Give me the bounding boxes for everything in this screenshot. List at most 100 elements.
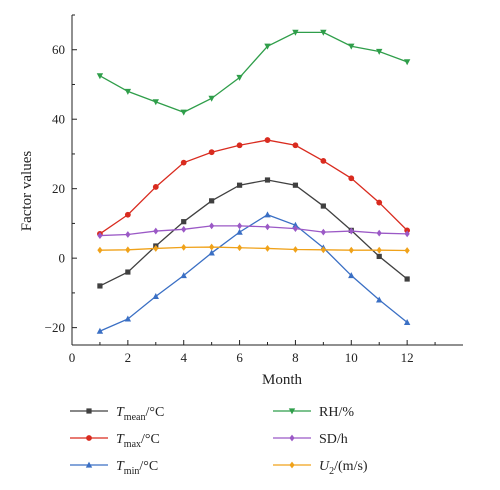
data-point bbox=[264, 43, 271, 50]
data-point bbox=[181, 225, 187, 233]
legend-marker bbox=[289, 461, 295, 469]
legend-marker bbox=[289, 434, 295, 442]
data-point bbox=[236, 228, 243, 235]
data-point bbox=[404, 276, 410, 282]
x-tick-label: 2 bbox=[125, 350, 132, 365]
data-point bbox=[152, 184, 159, 190]
data-point bbox=[292, 221, 299, 228]
data-point bbox=[152, 292, 159, 299]
data-point bbox=[320, 246, 326, 254]
x-tick-label: 4 bbox=[180, 350, 187, 365]
data-point bbox=[348, 175, 355, 182]
data-point bbox=[376, 199, 383, 206]
legend-marker bbox=[86, 408, 92, 414]
data-point bbox=[153, 245, 159, 252]
data-point bbox=[96, 73, 104, 80]
data-point bbox=[348, 246, 354, 254]
series-line bbox=[99, 225, 408, 237]
y-tick-label: 0 bbox=[59, 251, 66, 266]
data-point bbox=[208, 149, 215, 156]
data-point bbox=[153, 227, 159, 235]
data-point bbox=[124, 315, 132, 322]
y-tick-label: 60 bbox=[52, 42, 65, 57]
series-layer bbox=[96, 29, 411, 334]
data-point bbox=[403, 319, 411, 326]
x-axis-label: Month bbox=[262, 372, 303, 388]
data-point bbox=[320, 157, 327, 164]
data-point bbox=[97, 232, 103, 239]
data-point bbox=[320, 228, 326, 236]
data-point bbox=[208, 95, 215, 102]
data-point bbox=[236, 142, 243, 149]
data-point bbox=[404, 230, 410, 238]
series-3 bbox=[96, 29, 411, 116]
data-point bbox=[264, 223, 271, 231]
legend-label: U2/(m/s) bbox=[319, 459, 368, 477]
data-point bbox=[209, 243, 215, 251]
x-tick-label: 6 bbox=[236, 350, 243, 365]
data-point bbox=[292, 142, 299, 149]
legend-label: SD/h bbox=[319, 432, 348, 447]
series-line bbox=[99, 214, 408, 332]
legend-item: Tmax/°C bbox=[70, 432, 160, 450]
tick-labels: 0 2 4 6 8 10 12 −20 0 20 40 60 bbox=[45, 14, 436, 365]
data-point bbox=[404, 247, 410, 254]
data-point bbox=[348, 272, 355, 279]
data-point bbox=[376, 296, 383, 303]
series-line bbox=[99, 246, 408, 252]
legend-item: Tmean/°C bbox=[70, 405, 164, 423]
series-line bbox=[99, 31, 408, 113]
data-point bbox=[125, 231, 131, 238]
data-point bbox=[320, 203, 326, 209]
data-point bbox=[376, 253, 382, 260]
legend-item: SD/h bbox=[273, 432, 348, 447]
data-point bbox=[376, 48, 383, 55]
x-tick-label: 8 bbox=[292, 350, 299, 365]
data-point bbox=[180, 159, 187, 166]
data-point bbox=[320, 29, 327, 36]
data-point bbox=[264, 177, 271, 183]
data-point bbox=[292, 182, 299, 188]
legend-marker bbox=[86, 435, 92, 441]
data-point bbox=[403, 59, 411, 66]
data-point bbox=[97, 246, 103, 254]
data-point bbox=[292, 246, 299, 253]
data-point bbox=[376, 229, 382, 237]
legend-label: Tmean/°C bbox=[116, 405, 164, 423]
series-line bbox=[99, 179, 408, 287]
data-point bbox=[124, 88, 132, 95]
y-tick-label: 20 bbox=[52, 181, 65, 196]
data-point bbox=[209, 198, 215, 204]
series-5 bbox=[97, 243, 410, 254]
legend-label: RH/% bbox=[319, 405, 354, 420]
data-point bbox=[264, 137, 271, 143]
series-2 bbox=[96, 211, 411, 334]
x-tick-label: 10 bbox=[345, 350, 358, 365]
series-1 bbox=[97, 137, 411, 237]
legend-marker bbox=[85, 461, 93, 468]
data-point bbox=[96, 327, 104, 334]
data-point bbox=[236, 222, 243, 230]
legend-marker bbox=[288, 408, 296, 415]
data-point bbox=[236, 182, 243, 188]
legend-item: Tmin/°C bbox=[70, 459, 158, 477]
x-tick-label: 0 bbox=[69, 350, 76, 365]
data-point bbox=[152, 99, 159, 106]
data-point bbox=[264, 211, 271, 218]
x-tick-label: 12 bbox=[401, 350, 414, 365]
legend-item: U2/(m/s) bbox=[273, 459, 368, 477]
data-point bbox=[264, 245, 271, 252]
data-point bbox=[236, 244, 243, 252]
legend: Tmean/°C Tmax/°C Tmin/°C RH/% SD/h U2/(m/s) bbox=[70, 405, 368, 477]
data-point bbox=[348, 227, 354, 235]
series-line bbox=[99, 139, 408, 235]
data-point bbox=[404, 227, 411, 234]
data-point bbox=[236, 74, 243, 81]
data-point bbox=[125, 269, 131, 275]
data-point bbox=[376, 246, 382, 254]
data-point bbox=[180, 109, 187, 116]
data-point bbox=[292, 225, 299, 233]
data-point bbox=[181, 219, 187, 225]
data-point bbox=[180, 272, 187, 279]
